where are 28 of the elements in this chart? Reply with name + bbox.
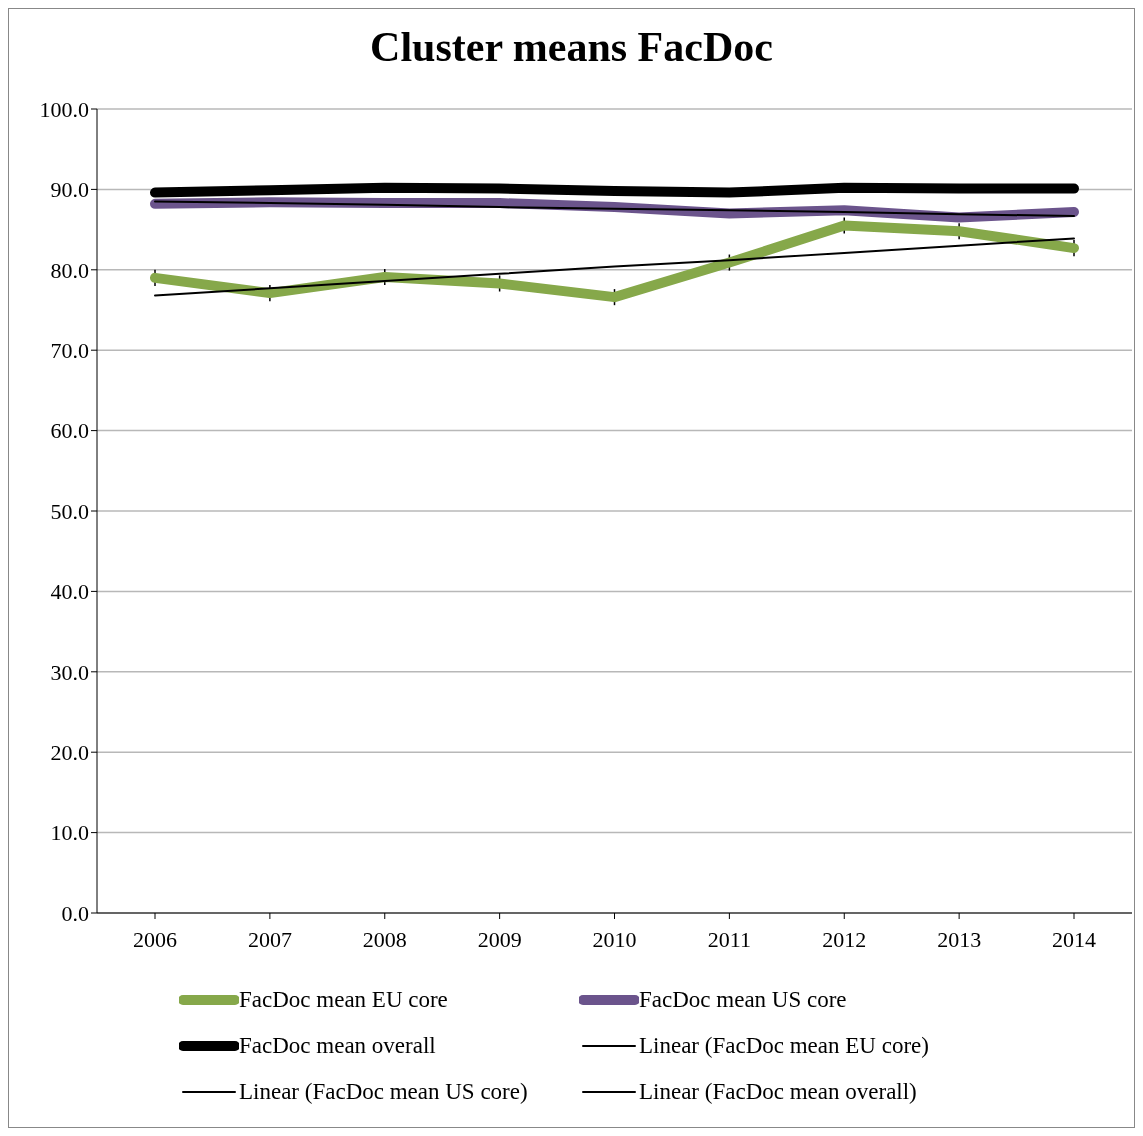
y-tick-label: 40.0	[50, 579, 89, 605]
y-tick-label: 100.0	[39, 96, 89, 122]
x-tick-label: 2013	[937, 926, 982, 952]
legend-label: FacDoc mean overall	[239, 1032, 436, 1060]
x-tick-label: 2011	[707, 926, 751, 952]
legend-label: FacDoc mean EU core	[239, 986, 448, 1014]
x-tick-label: 2008	[362, 926, 407, 952]
legend-label: Linear (FacDoc mean US core)	[239, 1078, 528, 1106]
y-tick-label: 70.0	[50, 338, 89, 364]
x-tick-label: 2007	[247, 926, 292, 952]
y-tick-label: 20.0	[50, 740, 89, 766]
line-series	[154, 200, 1075, 217]
y-tick-label: 10.0	[50, 820, 89, 846]
y-tick-label: 30.0	[50, 659, 89, 685]
legend-label: Linear (FacDoc mean EU core)	[639, 1032, 929, 1060]
y-tick-label: 50.0	[50, 498, 89, 524]
chart-title: Cluster means FacDoc	[369, 23, 774, 72]
y-tick-label: 90.0	[50, 177, 89, 203]
x-tick-label: 2014	[1052, 926, 1096, 952]
legend-label: FacDoc mean US core	[639, 986, 847, 1014]
x-tick-label: 2012	[822, 926, 867, 952]
y-tick-label: 60.0	[50, 418, 89, 444]
legend-label: Linear (FacDoc mean overall)	[639, 1078, 917, 1106]
y-tick-label: 0.0	[61, 900, 89, 926]
x-tick-label: 2009	[477, 926, 522, 952]
y-tick-label: 80.0	[50, 257, 89, 283]
x-tick-label: 2006	[133, 926, 177, 952]
x-tick-label: 2010	[592, 926, 637, 952]
